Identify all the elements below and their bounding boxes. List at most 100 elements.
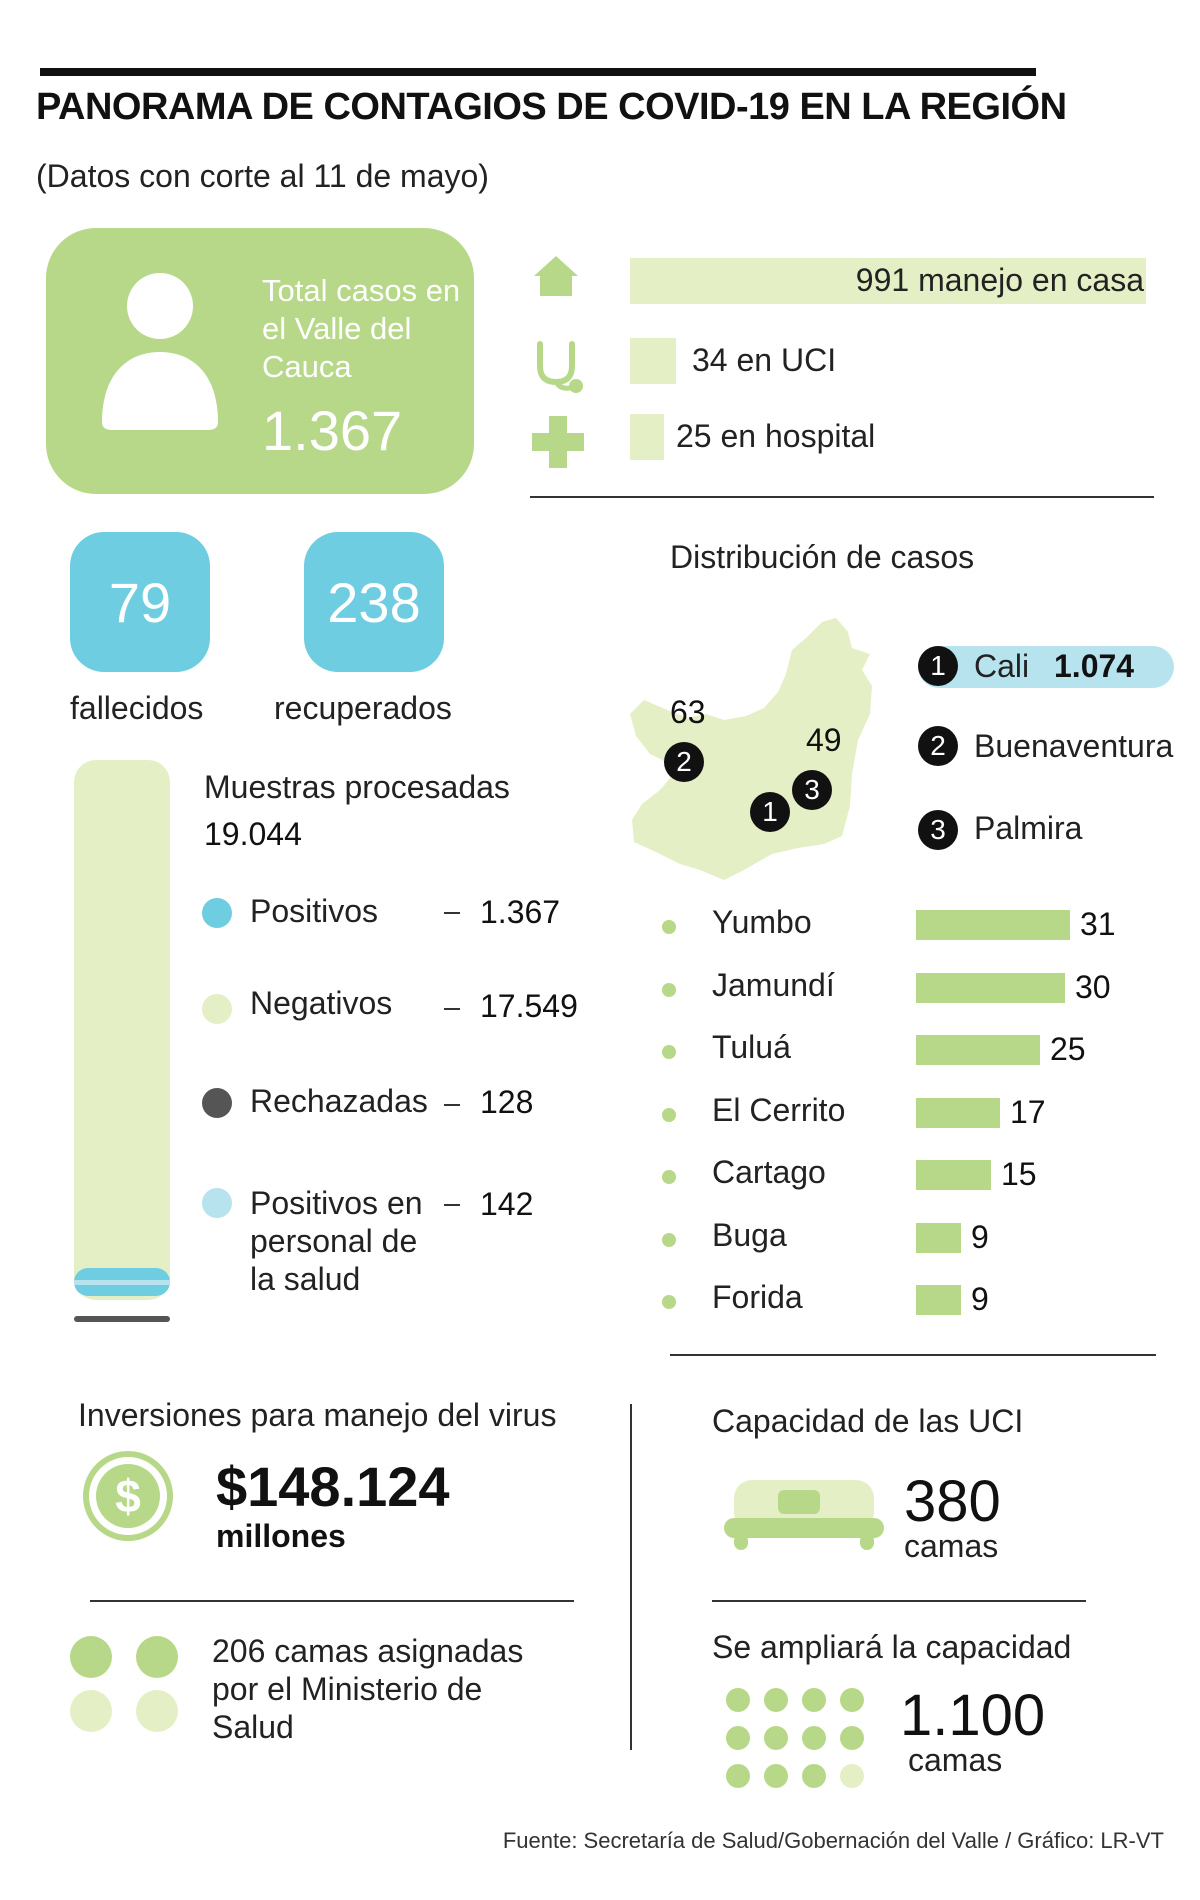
city-name: Buga <box>712 1216 787 1253</box>
investment-amount: $148.124 <box>216 1455 450 1518</box>
icu-divider <box>712 1600 1086 1602</box>
distribution-title: Distribución de casos <box>670 539 975 575</box>
city-name: Cartago <box>712 1154 826 1190</box>
expansion-dot <box>802 1764 826 1788</box>
map-label-buenaventura: 63 <box>670 694 706 730</box>
map-marker-cali: 1 <box>750 792 790 832</box>
city-name: El Cerrito <box>712 1091 846 1128</box>
dollar-coin-icon: $ <box>83 1451 173 1541</box>
page-title: PANORAMA DE CONTAGIOS DE COVID-19 EN LA … <box>36 86 1067 128</box>
expansion-unit: camas <box>908 1742 1003 1778</box>
total-cases-value: 1.367 <box>262 399 403 462</box>
medical-cross-icon <box>532 416 584 468</box>
city-bullet <box>662 1107 676 1122</box>
expansion-dot <box>840 1726 864 1750</box>
icu-text: 34 en UCI <box>692 342 837 378</box>
hospital-bar <box>630 414 664 460</box>
person-icon <box>102 273 218 430</box>
home-care-text: 991 manejo en casa <box>855 262 1144 298</box>
city-bar <box>916 1097 1000 1128</box>
investment-title: Inversiones para manejo del virus <box>78 1397 557 1433</box>
city-bar <box>916 910 1070 940</box>
city-name: Tuluá <box>712 1029 791 1065</box>
bed-dot-4 <box>136 1690 178 1732</box>
icu-bar <box>630 338 676 384</box>
ministry-beds-text: 206 camas asignadas por el Ministerio de… <box>212 1633 524 1745</box>
top-city-1-value: 1.074 <box>1054 648 1135 684</box>
map-marker-buenaventura: 2 <box>664 742 704 782</box>
hospital-text: 25 en hospital <box>676 418 876 454</box>
expansion-dot <box>802 1726 826 1750</box>
care-divider <box>530 496 1154 498</box>
cali-highlight <box>918 646 1174 688</box>
negative-legend-dash <box>444 1008 460 1010</box>
expansion-dot <box>840 1764 864 1788</box>
rejected-legend-label: Rechazadas <box>250 1083 428 1119</box>
bottom-center-divider <box>630 1404 632 1750</box>
city-value: 25 <box>1050 1031 1086 1067</box>
city-bullet <box>662 1295 676 1309</box>
recovered-value: 238 <box>304 532 444 672</box>
source-note: Fuente: Secretaría de Salud/Gobernación … <box>502 1828 1164 1853</box>
icu-capacity-value: 380 <box>904 1469 1001 1534</box>
rank-badge-2: 2 <box>918 726 958 766</box>
bed-dot-1 <box>70 1636 112 1678</box>
city-bullet <box>662 920 676 934</box>
city-bullet <box>662 1045 676 1059</box>
city-bar <box>916 1160 991 1190</box>
city-bullet <box>662 1170 676 1184</box>
city-value: 9 <box>971 1281 989 1317</box>
investment-unit: millones <box>216 1518 346 1554</box>
deaths-label: fallecidos <box>70 690 204 726</box>
city-name: Yumbo <box>712 904 812 940</box>
city-value: 9 <box>971 1218 989 1255</box>
negative-legend-label: Negativos <box>250 985 393 1021</box>
map-marker-palmira: 3 <box>792 770 832 810</box>
samples-title: Muestras procesadas <box>204 769 510 805</box>
city-value: 30 <box>1075 968 1111 1005</box>
staff-legend-value: 142 <box>480 1186 534 1222</box>
samples-rejected-band <box>74 1316 170 1322</box>
expansion-dot <box>726 1726 750 1750</box>
svg-text:$: $ <box>115 1470 141 1522</box>
top-city-3-name: Palmira <box>974 810 1083 846</box>
expansion-dot <box>764 1726 788 1750</box>
top-city-1-name: Cali <box>974 648 1030 684</box>
city-bar <box>916 1285 961 1315</box>
expansion-value: 1.100 <box>900 1683 1046 1748</box>
rejected-legend-dash <box>444 1104 460 1106</box>
house-icon <box>534 256 578 296</box>
samples-tube <box>74 760 170 1300</box>
total-cases-card <box>46 228 474 494</box>
distribution-divider <box>670 1354 1156 1356</box>
expansion-title: Se ampliará la capacidad <box>712 1629 1072 1665</box>
staff-legend-dash <box>444 1204 460 1206</box>
home-care-bar <box>630 258 1146 304</box>
staff-legend-label: Positivos en personal de la salud <box>250 1185 423 1297</box>
expansion-dot <box>764 1688 788 1712</box>
expansion-dot <box>726 1764 750 1788</box>
positive-legend-value: 1.367 <box>480 894 561 930</box>
city-value: 31 <box>1080 906 1116 942</box>
city-bar <box>916 972 1065 1003</box>
expansion-dot <box>726 1688 750 1712</box>
city-bullet <box>662 982 676 997</box>
icu-capacity-unit: camas <box>904 1528 999 1564</box>
city-bullet <box>662 1232 676 1247</box>
page-subtitle: (Datos con corte al 11 de mayo) <box>36 158 489 194</box>
icu-capacity-title: Capacidad de las UCI <box>712 1403 1024 1439</box>
total-cases-label: Total casos en el Valle del Cauca <box>262 273 461 384</box>
stethoscope-icon <box>537 341 583 393</box>
top-city-2-name: Buenaventura <box>974 728 1174 764</box>
samples-staff-band <box>74 1280 170 1285</box>
rank-badge-3: 3 <box>918 810 958 850</box>
bed-icon <box>724 1480 884 1550</box>
rank-badge-1: 1 <box>918 646 958 686</box>
valle-map <box>630 618 872 880</box>
map-label-palmira: 49 <box>806 722 842 758</box>
expansion-dot <box>764 1764 788 1788</box>
recovered-label: recuperados <box>274 690 452 726</box>
investment-divider <box>90 1600 574 1602</box>
city-value: 15 <box>1001 1156 1037 1192</box>
positive-legend-dot <box>202 898 232 928</box>
